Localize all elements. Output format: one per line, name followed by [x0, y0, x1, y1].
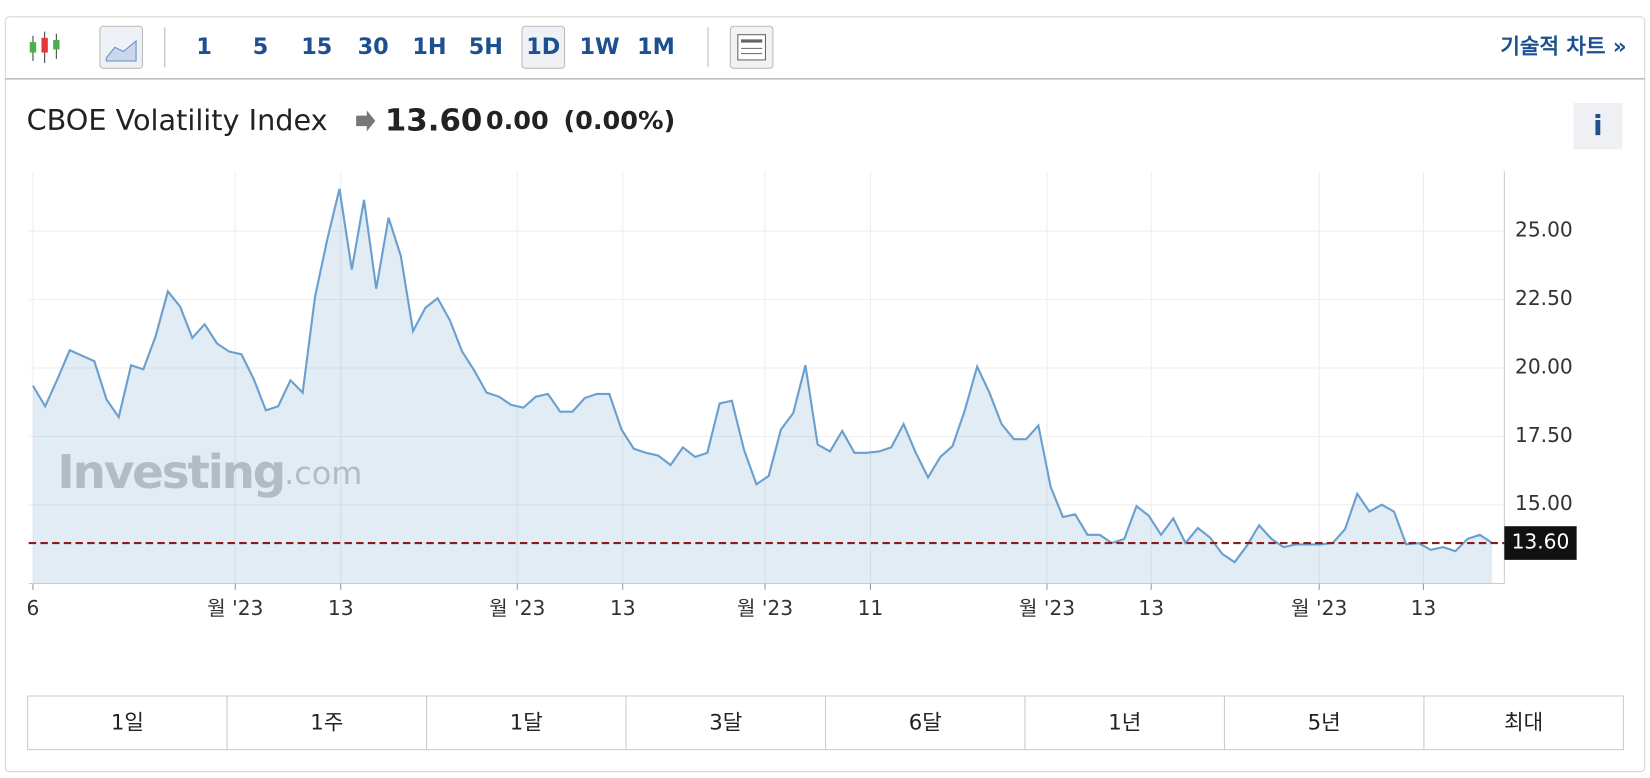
range-label: 3달 [709, 709, 742, 734]
watermark: Investing.com [57, 445, 362, 499]
range-button[interactable] [27, 695, 228, 751]
x-tick-label: 월 '23 [1291, 596, 1347, 620]
price: 13.60 [385, 104, 483, 139]
icon-body [53, 39, 60, 50]
info-label: i [1593, 110, 1602, 142]
info-button[interactable] [1573, 103, 1623, 150]
change: 0.00 [486, 105, 549, 135]
x-tick-label: 13 [328, 596, 354, 620]
icon-shape [737, 34, 766, 61]
area-icon[interactable] [99, 25, 143, 69]
range-bar: 1일 1주 1달 3달 6달 1년 5년 최대 [27, 695, 1624, 751]
icon-body [29, 42, 37, 53]
y-tick-label: 15.00 [1515, 491, 1573, 515]
interval-button[interactable]: 1M [637, 34, 675, 60]
plot: 15.00 17.50 20.00 22.50 25.00 6 월 '23 13 월 '23 13… [27, 171, 1577, 620]
range-button[interactable] [226, 695, 428, 751]
change-pct: (0.00%) [563, 105, 675, 135]
icon-shape [105, 39, 137, 62]
unchanged-arrow [356, 110, 376, 132]
x-tick-label: 월 '23 [1019, 596, 1075, 620]
area-fill [32, 188, 1493, 584]
x-tick-label: 월 '23 [489, 596, 545, 620]
candle-icon[interactable] [29, 31, 60, 64]
range-button[interactable] [825, 695, 1026, 751]
range-button[interactable] [1223, 695, 1425, 751]
last-value-label: 13.60 [1512, 530, 1570, 554]
last-value-box [1504, 526, 1577, 560]
y-tick-label: 20.00 [1515, 355, 1573, 379]
x-tick-label: 월 '23 [737, 596, 793, 620]
x-tick-label: 13 [1138, 596, 1164, 620]
range-label: 1주 [310, 709, 343, 734]
x-tick-label: 13 [610, 596, 636, 620]
watermark-suffix: .com [284, 456, 362, 492]
technical-link[interactable]: 기술적 차트 » [1500, 33, 1626, 58]
range-label: 1년 [1108, 709, 1141, 734]
interval-button[interactable]: 1 [196, 34, 212, 60]
interval-button[interactable]: 5 [253, 34, 269, 60]
range-label: 5년 [1308, 709, 1341, 734]
interval-selected [521, 25, 566, 69]
range-label: 6달 [909, 709, 942, 734]
interval-button[interactable]: 15 [301, 34, 332, 60]
interval-button[interactable]: 1H [412, 34, 446, 60]
y-tick-label: 17.50 [1515, 423, 1573, 447]
range-label: 1달 [510, 709, 543, 734]
interval-button[interactable]: 1D [526, 34, 560, 60]
range-button[interactable] [1423, 695, 1624, 751]
x-tick-label: 6 [27, 596, 40, 620]
y-tick-label: 25.00 [1515, 218, 1573, 242]
interval-button[interactable]: 5H [469, 34, 503, 60]
interval-button[interactable]: 30 [358, 34, 389, 60]
range-label: 최대 [1504, 709, 1543, 734]
y-tick-label: 22.50 [1515, 286, 1573, 310]
icon-body [41, 37, 48, 53]
instrument-name: CBOE Volatility Index [27, 104, 328, 137]
range-button[interactable] [625, 695, 827, 751]
x-tick-label: 13 [1411, 596, 1437, 620]
range-button[interactable] [1024, 695, 1226, 751]
layout-icon[interactable] [729, 25, 774, 69]
range-label: 1일 [111, 709, 144, 734]
x-tick-label: 11 [858, 596, 884, 620]
x-tick-label: 월 '23 [207, 596, 263, 620]
plot-background [28, 171, 1505, 584]
watermark-brand: Investing [57, 445, 284, 499]
range-button[interactable] [426, 695, 627, 751]
interval-button[interactable]: 1W [580, 34, 620, 60]
